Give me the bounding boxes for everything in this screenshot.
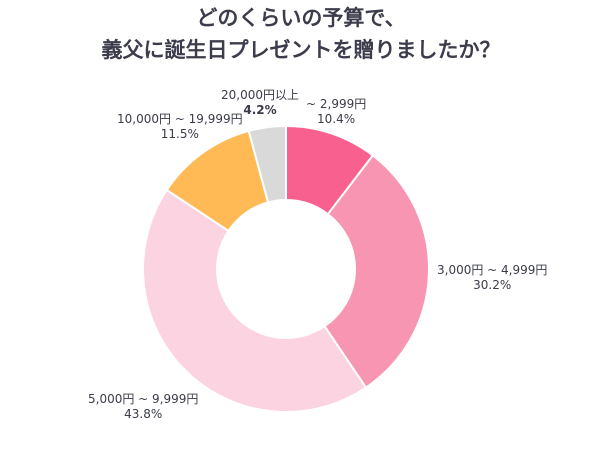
slice-percent-label: 11.5%: [160, 127, 199, 141]
slice-percent-label: 10.4%: [317, 112, 356, 126]
slice-label-10000-19999: 10,000円 ~ 19,999円 11.5%: [117, 112, 243, 142]
donut-slice-1: [323, 154, 430, 389]
slice-range-label: 5,000円 ~ 9,999円: [88, 392, 199, 406]
slice-range-label: 10,000円 ~ 19,999円: [117, 112, 243, 126]
slice-percent-label: 43.8%: [124, 407, 163, 421]
donut-slice-4: [247, 124, 287, 204]
slice-label-5000-9999: 5,000円 ~ 9,999円 43.8%: [88, 392, 198, 422]
slice-range-label: 3,000円 ~ 4,999円: [437, 263, 548, 277]
donut-slice-2: [142, 188, 368, 413]
slice-percent-label: 30.2%: [473, 278, 512, 292]
chart-title-line2: 義父に誕生日プレゼントを贈りましたか？: [101, 38, 501, 62]
slice-label-under-3000: ~ 2,999円 10.4%: [306, 97, 366, 127]
slice-range-label: 20,000円以上: [221, 88, 299, 102]
slice-percent-label: 4.2%: [243, 103, 277, 117]
chart-title-line1: どのくらいの予算で、: [196, 6, 406, 30]
slice-range-label: ~ 2,999円: [306, 97, 367, 111]
slice-label-20000-plus: 20,000円以上 4.2%: [221, 88, 299, 118]
slice-label-3000-4999: 3,000円 ~ 4,999円 30.2%: [437, 263, 547, 293]
